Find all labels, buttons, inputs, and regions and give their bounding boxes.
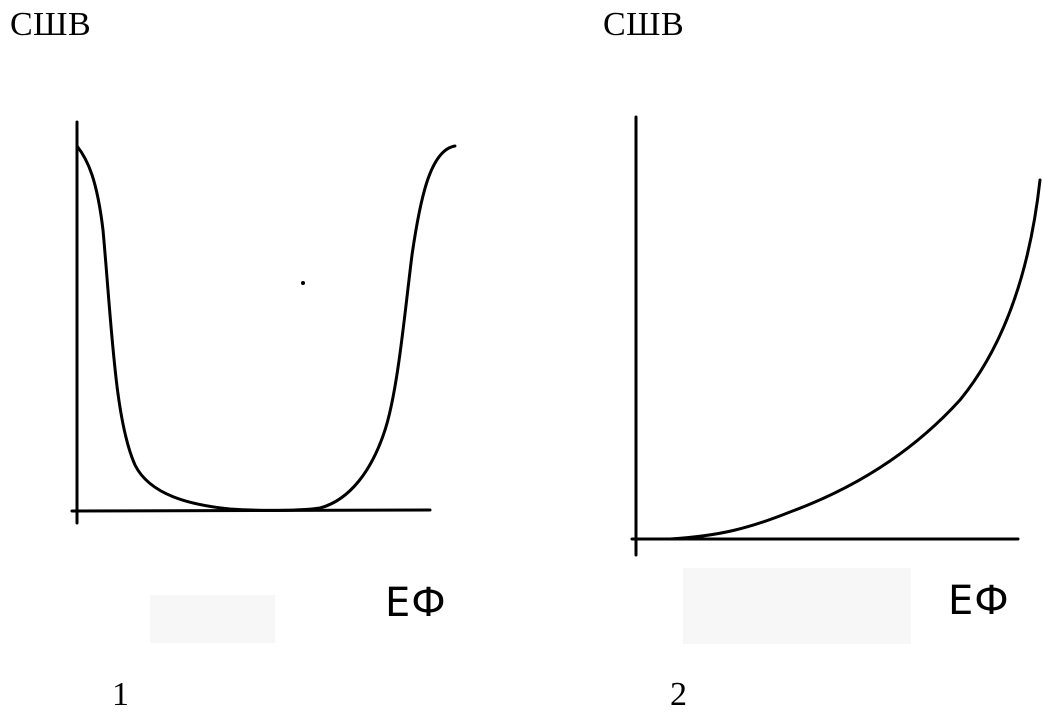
panel1-xlabel: ЕФ [385,580,447,626]
panel1-number: 1 [112,676,129,713]
panel1-curve [75,144,457,512]
panel1-ylabel: СШВ [10,6,92,43]
panel2-xlabel: ЕФ [948,578,1010,624]
panel2-smudge [683,568,911,644]
scan-speck [301,281,305,285]
panel2-number: 2 [670,676,687,713]
panel2-curve [668,178,1042,541]
panel1-smudge [150,595,275,643]
panel2-ylabel: СШВ [603,6,685,43]
